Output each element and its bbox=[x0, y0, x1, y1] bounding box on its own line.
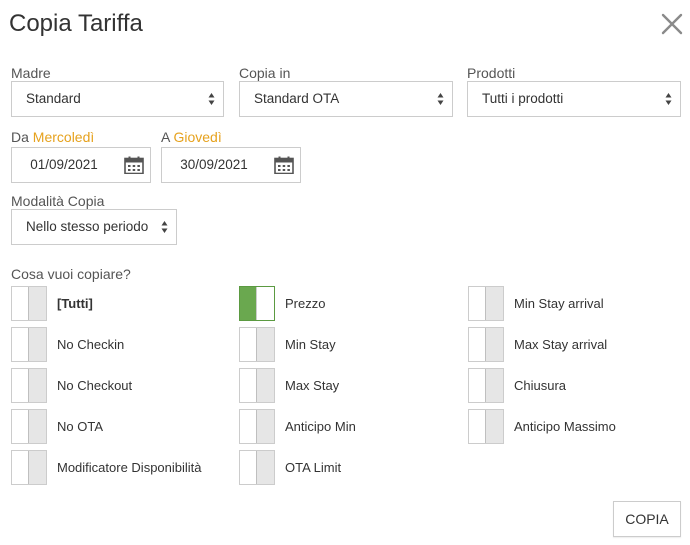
option-label-anticipo-min: Anticipo Min bbox=[285, 419, 356, 434]
option-label-no-checkin: No Checkin bbox=[57, 337, 125, 352]
option-label-prezzo: Prezzo bbox=[285, 296, 326, 311]
toggle-ota-limit[interactable] bbox=[239, 450, 275, 485]
a-day: Giovedì bbox=[173, 129, 222, 145]
toggle-anticipo-massimo[interactable] bbox=[468, 409, 504, 444]
option-label-max-stay-arrival: Max Stay arrival bbox=[514, 337, 608, 352]
toggle-max-stay[interactable] bbox=[239, 368, 275, 403]
da-label: Da Mercoledì bbox=[11, 129, 94, 145]
option-label-ota-limit: OTA Limit bbox=[285, 460, 342, 475]
toggle-prezzo[interactable] bbox=[239, 286, 275, 321]
select-caret-icon bbox=[208, 93, 215, 105]
a-label: A Giovedì bbox=[161, 129, 222, 145]
copy-button[interactable]: COPIA bbox=[613, 501, 681, 537]
dialog-title: Copia Tariffa bbox=[9, 10, 143, 37]
madre-label: Madre bbox=[11, 65, 51, 81]
select-caret-icon bbox=[665, 93, 672, 105]
option-label-no-checkout: No Checkout bbox=[57, 378, 133, 393]
calendar-icon[interactable] bbox=[274, 156, 294, 174]
toggle-max-stay-arrival[interactable] bbox=[468, 327, 504, 362]
a-date-input[interactable]: 30/09/2021 bbox=[161, 147, 301, 183]
close-icon[interactable] bbox=[660, 12, 684, 36]
copia-in-select[interactable]: Standard OTA bbox=[239, 81, 453, 117]
copy-section-title: Cosa vuoi copiare? bbox=[11, 266, 131, 282]
toggle-no-ota[interactable] bbox=[11, 409, 47, 444]
option-label-anticipo-massimo: Anticipo Massimo bbox=[514, 419, 616, 434]
toggle-min-stay-arrival[interactable] bbox=[468, 286, 504, 321]
option-label-chiusura: Chiusura bbox=[514, 378, 567, 393]
calendar-icon[interactable] bbox=[124, 156, 144, 174]
option-label-tutti: [Tutti] bbox=[57, 296, 93, 311]
toggle-no-checkin[interactable] bbox=[11, 327, 47, 362]
modalita-label: Modalità Copia bbox=[11, 193, 105, 209]
a-date-value: 30/09/2021 bbox=[180, 157, 248, 172]
copia-in-label: Copia in bbox=[239, 65, 291, 81]
da-day: Mercoledì bbox=[32, 129, 95, 145]
madre-select[interactable]: Standard bbox=[11, 81, 224, 117]
prodotti-select[interactable]: Tutti i prodotti bbox=[467, 81, 681, 117]
copia-in-value: Standard OTA bbox=[254, 91, 340, 106]
option-label-modificatore-disponibilita: Modificatore Disponibilità bbox=[57, 460, 202, 475]
toggle-chiusura[interactable] bbox=[468, 368, 504, 403]
toggle-tutti[interactable] bbox=[11, 286, 47, 321]
madre-value: Standard bbox=[26, 91, 81, 106]
select-caret-icon bbox=[161, 221, 168, 233]
da-label-text: Da bbox=[11, 129, 29, 145]
select-caret-icon bbox=[437, 93, 444, 105]
da-date-value: 01/09/2021 bbox=[30, 157, 98, 172]
toggle-anticipo-min[interactable] bbox=[239, 409, 275, 444]
option-label-min-stay: Min Stay bbox=[285, 337, 336, 352]
da-date-input[interactable]: 01/09/2021 bbox=[11, 147, 151, 183]
a-label-text: A bbox=[161, 129, 170, 145]
modalita-select[interactable]: Nello stesso periodo bbox=[11, 209, 177, 245]
toggle-min-stay[interactable] bbox=[239, 327, 275, 362]
option-label-no-ota: No OTA bbox=[57, 419, 103, 434]
modalita-value: Nello stesso periodo bbox=[26, 219, 149, 234]
toggle-no-checkout[interactable] bbox=[11, 368, 47, 403]
prodotti-label: Prodotti bbox=[467, 65, 516, 81]
option-label-max-stay: Max Stay bbox=[285, 378, 340, 393]
prodotti-value: Tutti i prodotti bbox=[482, 91, 564, 106]
toggle-modificatore-disponibilita[interactable] bbox=[11, 450, 47, 485]
option-label-min-stay-arrival: Min Stay arrival bbox=[514, 296, 604, 311]
